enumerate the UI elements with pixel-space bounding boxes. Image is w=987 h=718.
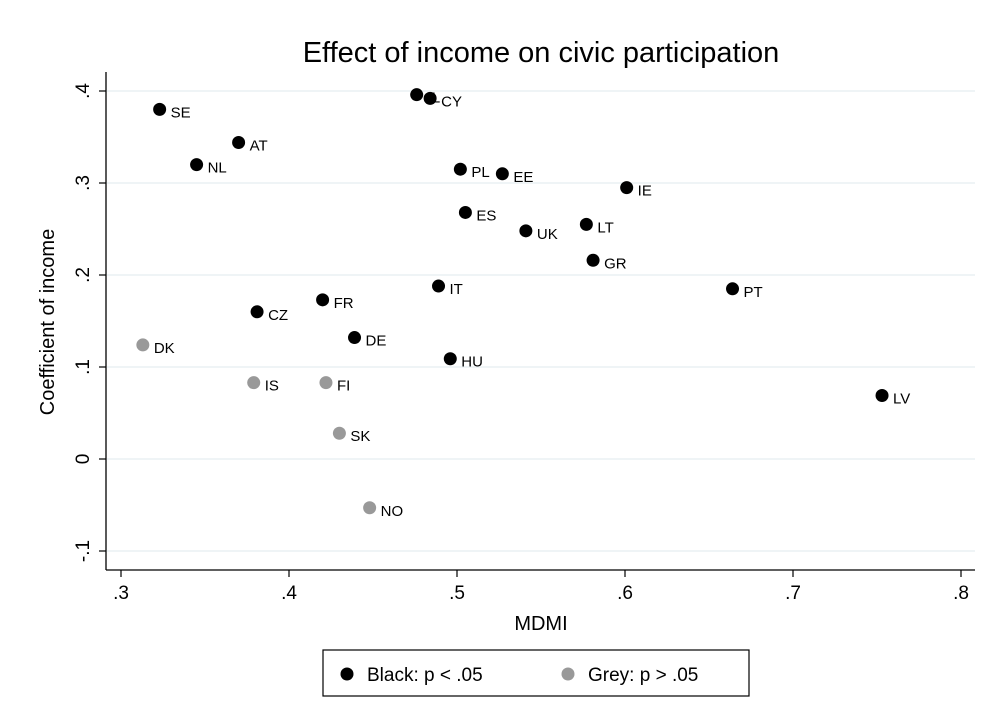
point-hu (443, 352, 457, 366)
point-label-cz: CZ (268, 307, 288, 324)
point-lt (579, 217, 593, 231)
point-pt (726, 282, 740, 296)
point-label-uk: UK (537, 226, 558, 243)
point-label-cy: CY (441, 93, 462, 110)
point-label-dk: DK (154, 340, 175, 357)
y-tick-label: 0 (73, 454, 94, 465)
point-label-fr: FR (334, 295, 354, 312)
point-nl (190, 158, 204, 172)
point-es (458, 205, 472, 219)
point-label-pl: PL (471, 164, 489, 181)
x-tick-label: .7 (785, 583, 801, 604)
point-sk (332, 426, 346, 440)
point-is (247, 376, 261, 390)
y-tick-label: .1 (73, 359, 94, 375)
point-se (153, 102, 167, 116)
y-tick-label: .2 (73, 267, 94, 283)
point-lv (875, 389, 889, 403)
point-fr (316, 293, 330, 307)
x-axis-title: MDMI (514, 613, 567, 635)
y-tick-label: -.1 (73, 540, 94, 562)
point-label-it: IT (450, 281, 463, 298)
point-label-gr: GR (604, 255, 627, 272)
point-no (363, 501, 377, 515)
legend-marker-black (340, 667, 354, 681)
x-tick-label: .6 (617, 583, 633, 604)
point-label-hu: HU (461, 354, 483, 371)
point-label-ie: IE (638, 183, 652, 200)
x-tick-label: .8 (953, 583, 969, 604)
point-fi (319, 376, 333, 390)
legend-marker-grey (561, 667, 575, 681)
point-label-ee: EE (513, 169, 533, 186)
point-label-at: AT (250, 138, 268, 155)
grid-lines (107, 90, 975, 552)
point-ee (495, 167, 509, 181)
x-tick-label: .4 (281, 583, 297, 604)
point-it (432, 279, 446, 293)
chart-title: Effect of income on civic participation (303, 37, 780, 69)
point-label-is: IS (265, 378, 279, 395)
point-label-lv: LV (893, 391, 910, 408)
legend-label-grey: Grey: p > .05 (588, 665, 698, 686)
point-label-sk: SK (350, 428, 370, 445)
point-cz (250, 305, 264, 319)
point-label-pt: PT (744, 284, 763, 301)
point-label-de: DE (366, 333, 387, 350)
x-tick-label: .5 (449, 583, 465, 604)
point-de (348, 331, 362, 345)
data-points: SEATNLILCYPLEEIEESUKLTGRITPTFRCZDEHULVDK… (136, 88, 910, 520)
point-dk (136, 338, 150, 352)
point-label-nl: NL (208, 160, 227, 177)
point-label-no: NO (381, 503, 404, 520)
point-ie (620, 181, 634, 195)
y-tick-label: .3 (73, 175, 94, 191)
axis-ticks: -.1 0 .1 .2 .3 .4 .3 .4 .5 .6 .7 .8 (73, 83, 969, 604)
y-axis-title: Coefficient of income (37, 229, 59, 415)
legend-box (322, 649, 750, 697)
y-tick-label: .4 (73, 83, 94, 99)
x-tick-label: .3 (113, 583, 129, 604)
point-at (232, 136, 246, 150)
point-label-fi: FI (337, 378, 350, 395)
legend: Black: p < .05 Grey: p > .05 (322, 649, 750, 697)
point-gr (586, 253, 600, 267)
point-label-es: ES (476, 207, 496, 224)
point-cy (423, 91, 437, 105)
point-label-lt: LT (597, 219, 613, 236)
point-pl (453, 162, 467, 176)
point-il (410, 88, 424, 102)
legend-label-black: Black: p < .05 (367, 665, 483, 686)
point-label-se: SE (171, 104, 191, 121)
point-uk (519, 224, 533, 238)
